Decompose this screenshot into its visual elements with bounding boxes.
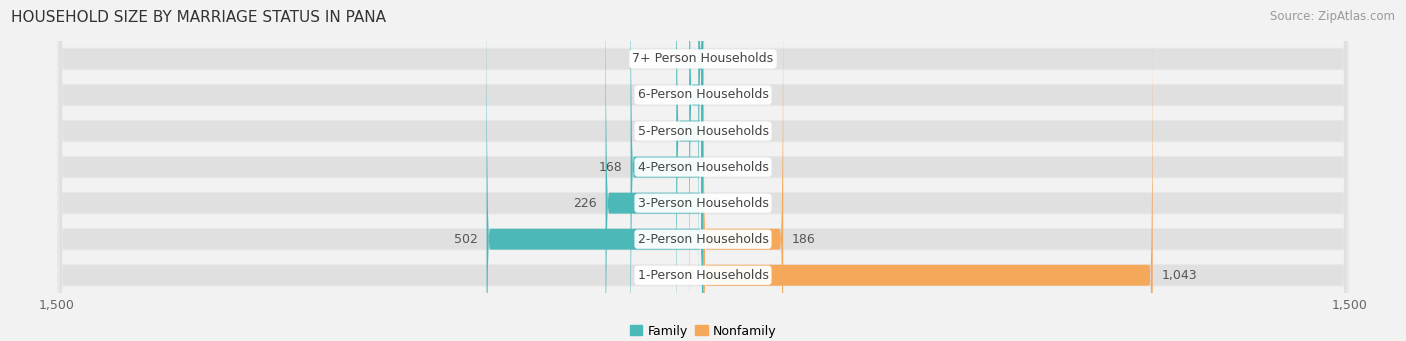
- Legend: Family, Nonfamily: Family, Nonfamily: [624, 320, 782, 341]
- FancyBboxPatch shape: [58, 0, 1348, 341]
- FancyBboxPatch shape: [59, 0, 1347, 341]
- Text: 168: 168: [598, 161, 621, 174]
- FancyBboxPatch shape: [58, 0, 1348, 341]
- FancyBboxPatch shape: [58, 0, 1348, 341]
- Text: 5-Person Households: 5-Person Households: [637, 124, 769, 137]
- Text: 226: 226: [574, 197, 598, 210]
- Text: 11: 11: [673, 53, 689, 65]
- Text: 62: 62: [652, 124, 668, 137]
- Text: 0: 0: [711, 124, 720, 137]
- Text: 0: 0: [686, 269, 695, 282]
- Text: 1,043: 1,043: [1161, 269, 1197, 282]
- FancyBboxPatch shape: [630, 0, 703, 341]
- Text: 0: 0: [711, 161, 720, 174]
- Text: 0: 0: [711, 89, 720, 102]
- FancyBboxPatch shape: [59, 0, 1347, 341]
- FancyBboxPatch shape: [606, 0, 703, 341]
- FancyBboxPatch shape: [59, 0, 1347, 341]
- FancyBboxPatch shape: [59, 0, 1347, 341]
- FancyBboxPatch shape: [59, 0, 1347, 341]
- Text: 7+ Person Households: 7+ Person Households: [633, 53, 773, 65]
- FancyBboxPatch shape: [676, 0, 703, 341]
- Text: 0: 0: [711, 197, 720, 210]
- FancyBboxPatch shape: [58, 0, 1348, 341]
- FancyBboxPatch shape: [59, 0, 1347, 341]
- FancyBboxPatch shape: [486, 0, 703, 341]
- Text: 1-Person Households: 1-Person Households: [637, 269, 769, 282]
- FancyBboxPatch shape: [703, 0, 783, 341]
- FancyBboxPatch shape: [689, 0, 703, 341]
- Text: 32: 32: [665, 89, 681, 102]
- Text: 3-Person Households: 3-Person Households: [637, 197, 769, 210]
- FancyBboxPatch shape: [703, 0, 1153, 341]
- FancyBboxPatch shape: [58, 0, 1348, 341]
- Text: 0: 0: [711, 53, 720, 65]
- FancyBboxPatch shape: [59, 0, 1347, 341]
- Text: 2-Person Households: 2-Person Households: [637, 233, 769, 246]
- Text: HOUSEHOLD SIZE BY MARRIAGE STATUS IN PANA: HOUSEHOLD SIZE BY MARRIAGE STATUS IN PAN…: [11, 10, 387, 25]
- FancyBboxPatch shape: [699, 0, 703, 337]
- Text: 4-Person Households: 4-Person Households: [637, 161, 769, 174]
- FancyBboxPatch shape: [58, 0, 1348, 341]
- FancyBboxPatch shape: [58, 0, 1348, 341]
- Text: 6-Person Households: 6-Person Households: [637, 89, 769, 102]
- Text: 186: 186: [792, 233, 815, 246]
- Text: Source: ZipAtlas.com: Source: ZipAtlas.com: [1270, 10, 1395, 23]
- Text: 502: 502: [454, 233, 478, 246]
